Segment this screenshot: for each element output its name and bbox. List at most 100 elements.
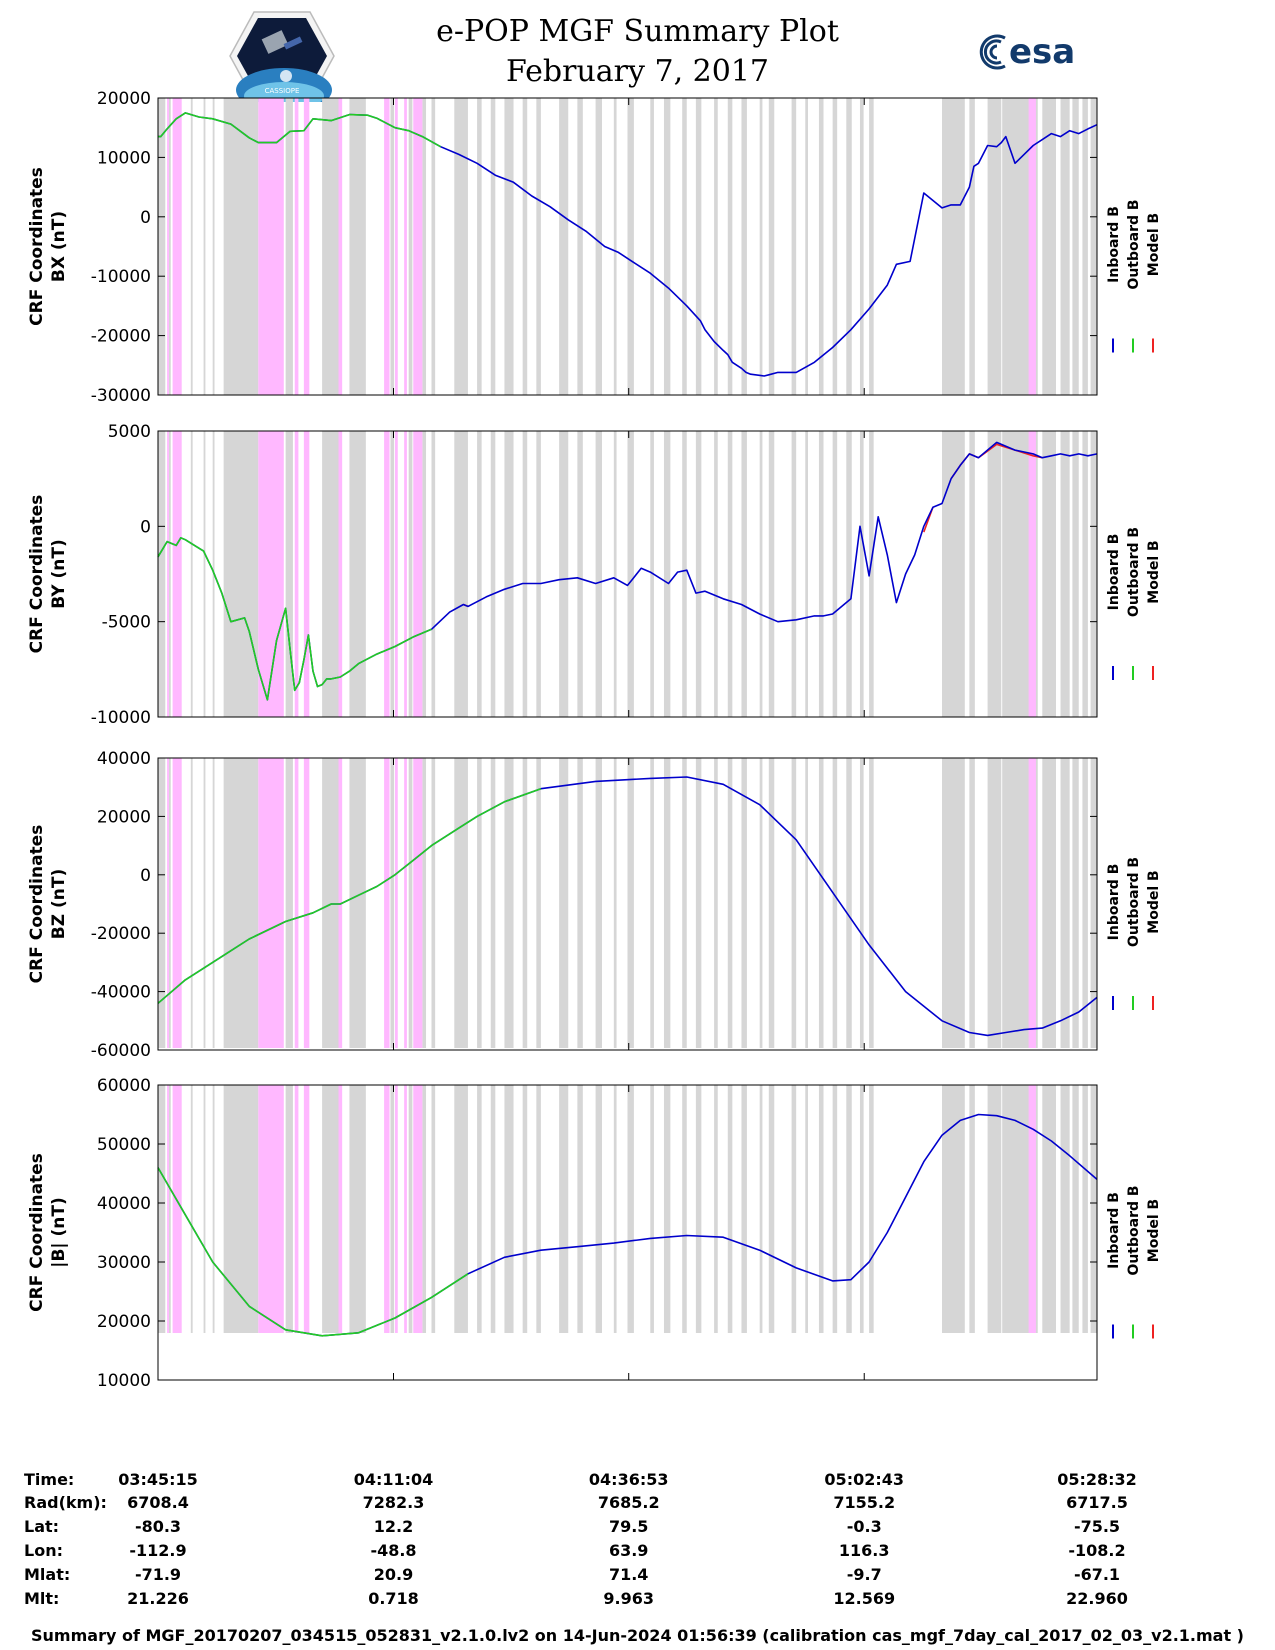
gray-band xyxy=(1060,431,1070,717)
ephemeris-value: 03:45:15 xyxy=(118,1470,198,1489)
gray-band xyxy=(695,758,702,1048)
gray-band xyxy=(422,98,427,395)
gray-band xyxy=(1090,431,1097,717)
magenta-band xyxy=(338,431,343,717)
y-tick-label: -10000 xyxy=(91,708,151,728)
gray-band xyxy=(577,758,583,1048)
gray-band xyxy=(727,98,733,395)
gray-band xyxy=(1060,1085,1070,1333)
gray-band xyxy=(477,98,482,395)
gray-band xyxy=(663,758,671,1048)
gray-band xyxy=(846,758,852,1048)
gray-band xyxy=(477,431,482,717)
gray-band xyxy=(477,758,482,1048)
y-tick-label: -10000 xyxy=(91,267,151,287)
gray-band xyxy=(727,431,733,717)
gray-band xyxy=(942,758,965,1048)
gray-band xyxy=(285,431,293,717)
gray-band xyxy=(869,1085,874,1333)
gray-band xyxy=(663,1085,671,1333)
gray-band xyxy=(987,1085,1002,1333)
magenta-band xyxy=(395,98,398,395)
ephemeris-label: Rad(km): xyxy=(24,1493,107,1512)
gray-band xyxy=(613,758,617,1048)
y-tick-label: 30000 xyxy=(97,1253,151,1273)
ephemeris-label: Time: xyxy=(24,1470,75,1489)
gray-band xyxy=(1042,98,1056,395)
gray-band xyxy=(942,431,965,717)
ephemeris-value: 7282.3 xyxy=(362,1493,425,1512)
gray-band xyxy=(832,98,838,395)
gray-band xyxy=(987,98,1002,395)
gray-band xyxy=(577,98,583,395)
gray-band xyxy=(490,98,496,395)
gray-band xyxy=(613,431,617,717)
magenta-band xyxy=(384,98,390,395)
magenta-band xyxy=(384,431,390,717)
magenta-band xyxy=(384,1085,390,1333)
gray-band xyxy=(695,1085,702,1333)
y-tick-label: 20000 xyxy=(97,89,151,109)
ephemeris-value: 04:11:04 xyxy=(353,1470,434,1489)
ephemeris-value: 04:36:53 xyxy=(588,1470,669,1489)
gray-band xyxy=(682,758,687,1048)
magenta-band xyxy=(413,431,423,717)
gray-band xyxy=(650,98,654,395)
gray-band xyxy=(285,758,293,1048)
gray-band xyxy=(1090,758,1097,1048)
gray-band xyxy=(536,98,541,395)
gray-band xyxy=(422,431,427,717)
ephemeris-value: 0.718 xyxy=(368,1589,419,1608)
y-tick-label: 5000 xyxy=(108,422,151,442)
gray-band xyxy=(408,1085,413,1333)
cassiope-logo-text: CASSIOPE xyxy=(265,87,300,95)
gray-band xyxy=(577,431,583,717)
gray-band xyxy=(627,1085,634,1333)
gray-band xyxy=(168,758,171,1048)
magenta-band xyxy=(404,98,407,395)
magenta-band xyxy=(1028,98,1036,395)
y-axis-label-line2: BY (nT) xyxy=(49,539,69,609)
magenta-band xyxy=(294,431,299,717)
gray-band xyxy=(805,758,809,1048)
magenta-band xyxy=(258,758,284,1048)
gray-band xyxy=(987,758,1002,1048)
magenta-band xyxy=(413,98,423,395)
magenta-band xyxy=(294,1085,299,1333)
gray-band xyxy=(1090,1085,1097,1333)
gray-band xyxy=(559,431,569,717)
ephemeris-value: 21.226 xyxy=(127,1589,189,1608)
y-tick-label: -40000 xyxy=(91,983,151,1003)
gray-band xyxy=(577,1085,583,1333)
gray-band xyxy=(536,758,541,1048)
summary-plots: -30000 -20000 -10000 0 10000 20000 CRF Coordin… xyxy=(27,89,1162,1391)
gray-band xyxy=(869,431,874,717)
ephemeris-label: Mlt: xyxy=(24,1589,60,1608)
gray-band xyxy=(322,431,339,717)
plot-frame xyxy=(157,97,1098,396)
magenta-band xyxy=(404,758,407,1048)
gray-band xyxy=(791,431,797,717)
gray-band xyxy=(595,758,602,1048)
gray-band xyxy=(859,98,864,395)
gray-band xyxy=(627,98,634,395)
panel-2: -10000 -5000 0 5000 CRF Coordinates BY (nT) In… xyxy=(27,422,1162,728)
gray-band xyxy=(223,758,259,1048)
legend-label: Inboard B xyxy=(1106,1192,1122,1269)
gray-band xyxy=(805,98,809,395)
ephemeris-value: -48.8 xyxy=(370,1541,417,1560)
gray-band xyxy=(212,758,215,1048)
gray-band xyxy=(832,431,838,717)
gray-band xyxy=(536,1085,541,1333)
magenta-band xyxy=(172,758,182,1048)
y-tick-label: 40000 xyxy=(97,749,151,769)
gray-band xyxy=(504,431,514,717)
gray-band xyxy=(805,1085,809,1333)
series-line-outboard-b xyxy=(157,537,432,701)
gray-band xyxy=(322,1085,339,1333)
gray-band xyxy=(759,1085,763,1333)
y-axis-label: CRF Coordinates BZ (nT) xyxy=(27,825,69,984)
ephemeris-value: 63.9 xyxy=(608,1541,649,1560)
plot-frame xyxy=(157,1084,1098,1381)
gray-band xyxy=(682,1085,687,1333)
